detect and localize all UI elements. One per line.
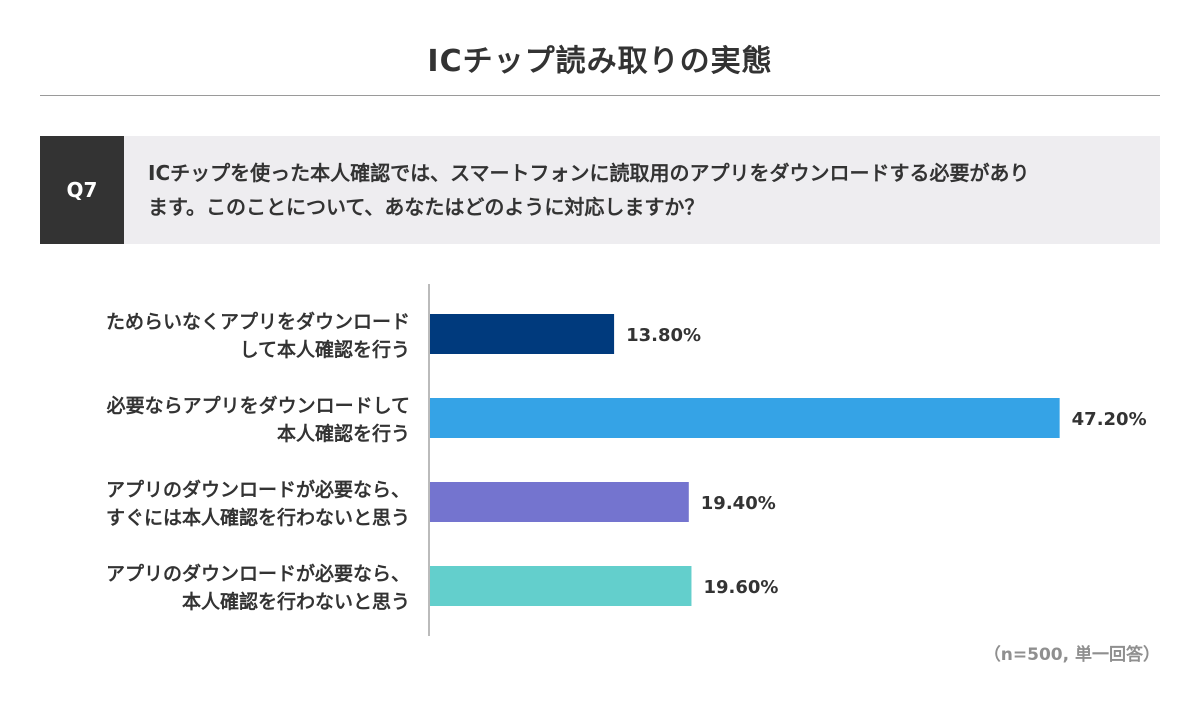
question-text: ICチップを使った本人確認では、スマートフォンに読取用のアプリをダウンロードする… xyxy=(148,156,1148,224)
category-label-1-line-2: して本人確認を行う xyxy=(240,338,410,361)
category-label-2-line-1: 必要ならアプリをダウンロードして xyxy=(106,394,410,417)
question-text-line-1: ICチップを使った本人確認では、スマートフォンに読取用のアプリをダウンロードする… xyxy=(148,161,1030,185)
question-box: Q7 ICチップを使った本人確認では、スマートフォンに読取用のアプリをダウンロー… xyxy=(40,136,1160,244)
category-label-1-line-1: ためらいなくアプリをダウンロード xyxy=(106,310,410,333)
title-divider xyxy=(40,95,1160,96)
category-label-3-line-2: すぐには本人確認を行わないと思う xyxy=(106,506,410,529)
question-number: Q7 xyxy=(40,136,124,244)
category-label-4-line-1: アプリのダウンロードが必要なら、 xyxy=(106,562,410,585)
bar-value-label-2: 47.20% xyxy=(1072,409,1147,430)
bar-4 xyxy=(430,566,692,606)
sample-note: （n=500, 単一回答） xyxy=(983,645,1160,665)
bar-value-label-1: 13.80% xyxy=(626,325,701,346)
chart-title: ICチップ読み取りの実態 xyxy=(427,44,773,79)
bar-3 xyxy=(430,482,689,522)
bar-value-label-3: 19.40% xyxy=(701,493,776,514)
category-label-2-line-2: 本人確認を行う xyxy=(277,422,410,445)
question-text-line-2: ます。このことについて、あなたはどのように対応しますか？ xyxy=(148,195,705,219)
category-label-3-line-1: アプリのダウンロードが必要なら、 xyxy=(106,478,410,501)
bar-value-label-4: 19.60% xyxy=(703,577,778,598)
category-label-4-line-2: 本人確認を行わないと思う xyxy=(182,590,410,613)
bar-1 xyxy=(430,314,615,354)
bar-2 xyxy=(430,398,1060,438)
